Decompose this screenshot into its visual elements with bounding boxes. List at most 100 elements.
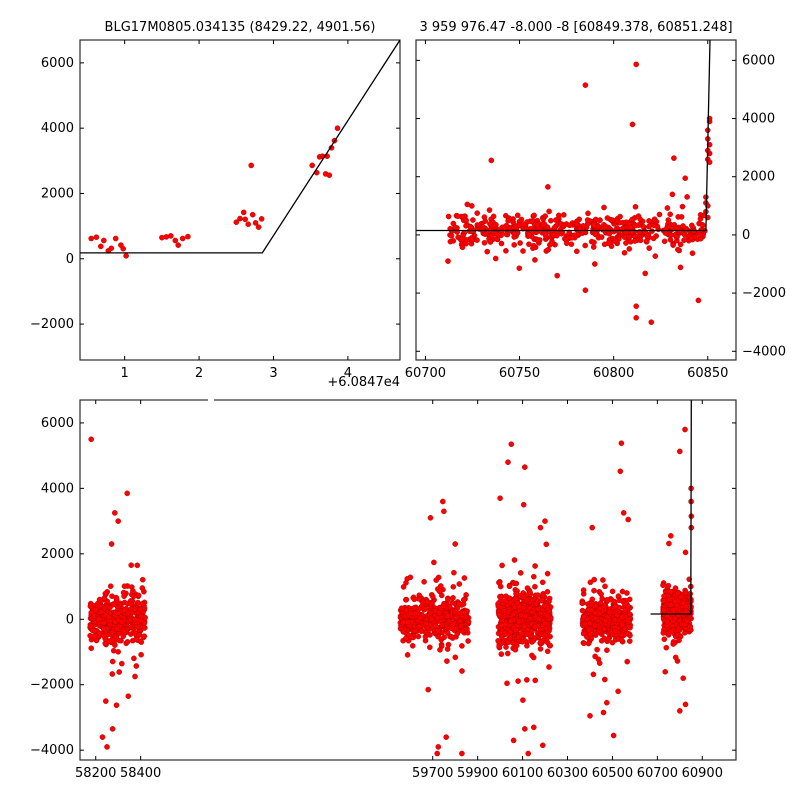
panel-3-point-460 [415,633,422,640]
panel-3-point-597 [445,641,452,648]
panel-2-point-429 [609,217,616,223]
panel-3-point-334 [138,639,145,645]
panel-2-point-491 [540,221,547,228]
panel-3-point-2299 [661,606,667,613]
panel-3-point-2268 [660,598,667,604]
panel-3-point-1433 [510,611,516,618]
panel-3-point-2289 [679,600,686,607]
panel-3-point-2201 [666,540,672,547]
panel-3-point-2290 [668,628,674,635]
panel-3-point-1454 [541,603,548,609]
panel-3-point-1742 [587,579,594,586]
panel-3-point-821 [461,575,468,581]
panel-3-point-1879 [581,614,587,620]
panel-3-point-2284 [664,618,670,625]
panel-3-point-2327 [525,750,532,757]
panel-3-point-1878 [614,612,620,618]
panel-3-point-1872 [612,604,618,610]
panel-2-point-488 [498,232,504,239]
panel-3-point-2301 [112,510,118,516]
panel-2-title: 3 959 976.47 -8.000 -8 [60849.378, 60851… [419,20,732,35]
panel-3-point-2339 [600,709,607,716]
panel-1-point-1 [93,234,100,240]
panel-3-point-629 [441,634,448,641]
panel-3-point-1444 [537,610,544,617]
panel-3-point-2334 [617,468,624,475]
panel-3-point-419 [92,606,99,613]
panel-2-point-48 [684,194,690,200]
panel-3-point-806 [450,621,457,627]
panel-3-point-282 [124,600,131,607]
panel-2-point-143 [464,201,471,208]
panel-3-point-1084 [532,677,539,684]
panel-3-point-1840 [589,600,595,607]
panel-2-point-150 [486,207,493,213]
panel-3-point-411 [112,619,118,625]
panel-3-point-1559 [600,577,606,583]
panel-3-point-1357 [507,618,514,624]
panel-2-point-529 [648,319,655,326]
panel-2-xtick-label-0: 60700 [405,366,446,381]
panel-3-point-361 [87,623,94,630]
panel-3-point-1450 [521,623,528,630]
panel-2-point-517 [448,232,455,239]
panel-3-point-1430 [539,579,546,586]
panel-3-point-2320 [508,441,515,448]
panel-3-point-684 [456,581,463,587]
panel-2-point-403 [494,236,500,242]
panel-2-point-425 [452,224,458,230]
panel-3-point-1862 [586,627,592,634]
panel-2-point-387 [675,246,681,253]
panel-3-point-412 [96,616,102,622]
panel-3-point-749 [444,630,451,636]
panel-3-point-1397 [520,594,527,600]
panel-3-point-387 [137,613,144,620]
panel-3-point-2336 [625,516,632,523]
panel-3-point-1865 [611,617,618,623]
panel-2-point-26 [650,235,657,242]
panel-3-xtick-label-4: 60100 [502,766,543,781]
panel-3-point-1313 [503,593,509,600]
panel-3-point-1377 [513,627,520,634]
panel-3-point-1452 [507,629,514,635]
panel-3-point-1429 [504,680,510,687]
panel-2-point-516 [663,226,669,233]
panel-3-point-1085 [544,589,551,595]
panel-3-point-2281 [667,596,674,603]
panel-3-point-393 [136,632,142,638]
panel-3-point-113 [133,663,140,669]
panel-2-point-81 [503,247,509,254]
panel-2-point-366 [520,248,526,254]
panel-3-point-382 [109,629,116,636]
panel-3-point-1447 [501,630,508,637]
panel-2-ytick-label-1: −2000 [742,286,786,301]
panel-3-point-2306 [99,734,106,740]
panel-3-point-567 [450,595,456,601]
panel-3-point-692 [445,596,451,603]
panel-3-point-1846 [623,600,629,607]
panel-3-point-224 [102,590,109,597]
panel-3-point-1859 [619,622,626,628]
panel-2-point-126 [516,265,523,272]
panel-2-point-493 [530,245,536,251]
panel-2-point-218 [526,241,532,247]
panel-3-point-829 [405,619,411,626]
panel-2-point-470 [534,237,541,244]
panel-3-point-2272 [672,598,678,605]
panel-3-point-1350 [544,648,551,655]
panel-2-ytick-label-3: 2000 [742,170,775,185]
panel-3-point-641 [429,593,436,600]
panel-3-point-835 [412,628,419,634]
panel-2-point-342 [670,242,676,248]
panel-3-point-318 [131,655,137,662]
panel-3-point-2266 [661,593,667,599]
panel-3-point-2238 [682,549,689,556]
panel-3-point-1418 [515,634,522,641]
panel-3-point-407 [93,637,100,644]
panel-2-point-434 [546,208,552,215]
panel-2-point-245 [626,246,633,252]
panel-3-point-2329 [510,737,517,744]
panel-3-point-2338 [587,713,593,719]
panel-1-point-20 [242,216,248,223]
